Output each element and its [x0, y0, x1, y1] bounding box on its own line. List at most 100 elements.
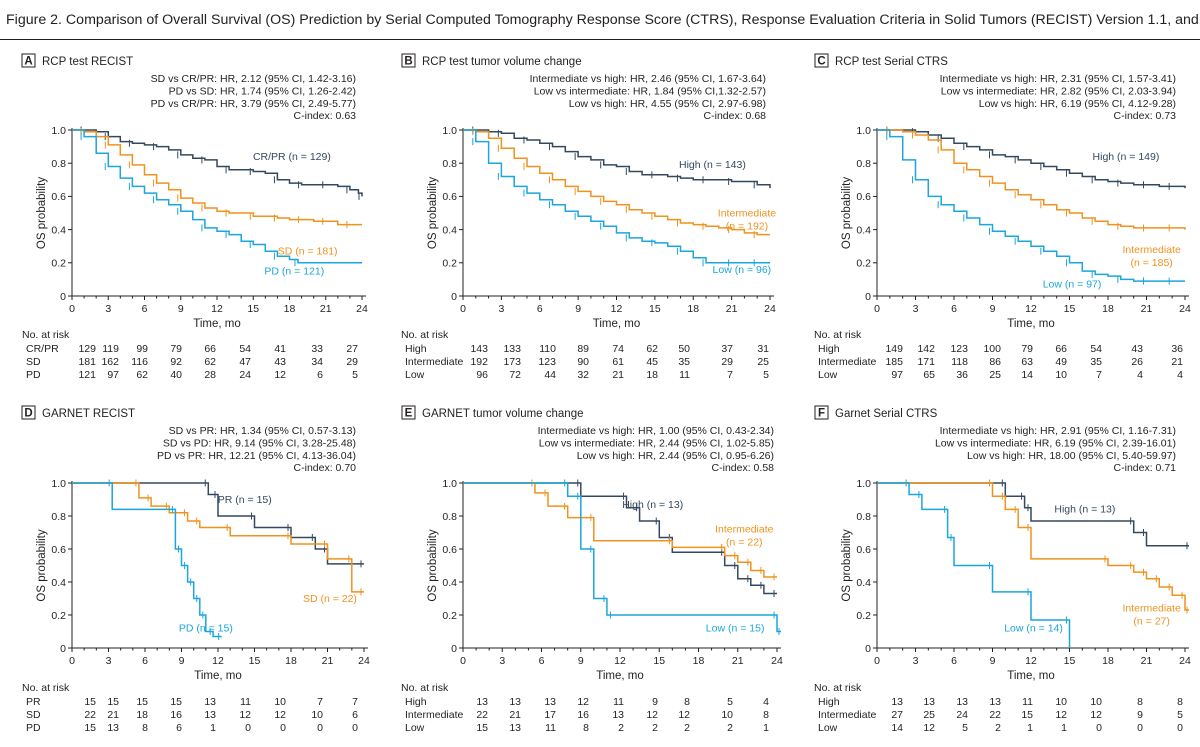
panel-b-y-label: OS probability — [427, 177, 439, 249]
panel-b-x-tick-label: 15 — [649, 303, 661, 315]
panel-f-curve-high — [877, 482, 1189, 547]
panel-f-risk-value: 13 — [891, 696, 903, 708]
panel-b-risk-value: 123 — [538, 356, 556, 368]
panel-a-risk-row-label: CR/PR — [26, 343, 59, 355]
panel-f-risk-value: 12 — [1090, 709, 1102, 721]
panel-e-x-tick-label: 0 — [460, 655, 466, 667]
panel-a-risk-value: 54 — [239, 343, 251, 355]
panel-e-risk-header: No. at risk — [401, 682, 449, 694]
panel-d-risk-value: 0 — [352, 722, 358, 734]
panel-d-x-tick-label: 21 — [322, 655, 334, 667]
panel-b-title: RCP test tumor volume change — [422, 56, 582, 68]
panel-a-risk-value: 5 — [352, 369, 358, 381]
panel-f-x-tick-label: 24 — [1179, 655, 1191, 667]
panel-a-risk-value: 28 — [204, 369, 216, 381]
panel-d-risk-value: 13 — [107, 722, 119, 734]
panel-a-x-tick-label: 15 — [247, 303, 259, 315]
panel-e-risk-value: 10 — [721, 709, 733, 721]
panel-e-risk-value: 2 — [652, 722, 658, 734]
panel-b-risk-value: 62 — [646, 343, 658, 355]
panel-e-x-tick-label: 9 — [578, 655, 584, 667]
panel-a-risk-value: 41 — [274, 343, 286, 355]
panel-b-risk-value: 143 — [470, 343, 488, 355]
panel-b-risk-value: 18 — [646, 369, 658, 381]
panel-c-risk-value: 142 — [917, 343, 935, 355]
panel-d-x-tick-label: 24 — [358, 655, 370, 667]
panel-e-risk-value: 13 — [544, 696, 556, 708]
panel-f-risk-value: 1 — [1061, 722, 1067, 734]
panel-a-risk-value: 62 — [136, 369, 148, 381]
panel-d-risk-value: 0 — [280, 722, 286, 734]
panel-f-risk-value: 22 — [989, 709, 1001, 721]
panel-f-curve-intermediate — [877, 482, 1189, 611]
panel-c-risk-value: 25 — [989, 369, 1001, 381]
panel-e-hr-line: Intermediate vs high: HR, 1.00 (95% CI, … — [538, 425, 774, 437]
panel-c-risk-value: 43 — [1131, 343, 1143, 355]
panel-b-risk-value: 11 — [679, 369, 690, 381]
panel-a-letter-box — [21, 53, 36, 68]
panel-e-risk-value: 5 — [727, 696, 733, 708]
panel-d-curve-label: PR (n = 15) — [218, 494, 272, 506]
panel-f-y-tick-label: 1.0 — [856, 478, 871, 490]
panel-a-hr-line: C-index: 0.63 — [294, 110, 357, 122]
panel-f-risk-header: No. at risk — [814, 682, 862, 694]
panel-f-x-tick-label: 3 — [913, 655, 919, 667]
panel-c-y-label: OS probability — [841, 177, 853, 249]
panel-a-letter: A — [24, 56, 32, 68]
panel-c-risk-value: 118 — [951, 356, 968, 368]
panel-f-x-label: Time, mo — [1007, 670, 1055, 682]
panel-c-hr-line: C-index: 0.73 — [1114, 110, 1177, 122]
panel-b-risk-value: 96 — [476, 369, 488, 381]
panel-a: A RCP test RECIST SD vs CR/PR: HR, 2.12 (9… — [21, 53, 368, 381]
panel-b-hr-line: Low vs high: HR, 4.55 (95% CI, 2.97-6.98… — [569, 98, 766, 110]
panel-a-risk-value: 43 — [274, 356, 286, 368]
panel-b-risk-value: 72 — [509, 369, 521, 381]
panel-c-x-tick-label: 24 — [1179, 303, 1191, 315]
panel-c-risk-row-label: Low — [818, 369, 838, 381]
panel-d-x-tick-label: 15 — [249, 655, 261, 667]
panel-e-risk-value: 17 — [544, 709, 556, 721]
panel-e-risk-row-label: Intermediate — [405, 709, 464, 721]
panel-a-y-tick-label: 0.8 — [51, 158, 66, 170]
panel-d: D GARNET RECIST SD vs PR: HR, 1.34 (95% CI… — [21, 405, 370, 734]
panel-a-curve-label: SD (n = 181) — [278, 246, 338, 258]
panel-c-risk-value: 10 — [1055, 369, 1067, 381]
panel-d-risk-header: No. at risk — [22, 682, 70, 694]
panel-f-x-tick-label: 15 — [1064, 655, 1076, 667]
panel-a-x-tick-label: 9 — [178, 303, 184, 315]
panel-b-letter-box — [401, 53, 416, 68]
panel-d-risk-value: 10 — [311, 709, 323, 721]
panel-a-risk-value: 99 — [136, 343, 148, 355]
panel-c-risk-value: 63 — [1021, 356, 1033, 368]
panel-f-hr-line: Low vs high: HR, 18.00 (95% CI, 5.40-59.… — [967, 450, 1176, 462]
panel-c-risk-value: 36 — [1171, 343, 1183, 355]
panel-c-x-tick-label: 6 — [951, 303, 957, 315]
panel-c-curve-label: High (n = 149) — [1093, 151, 1160, 163]
panel-f-x-tick-label: 0 — [874, 655, 880, 667]
panel-f-risk-value: 9 — [1137, 709, 1143, 721]
panel-c-x-label: Time, mo — [1007, 318, 1055, 330]
panel-d-y-tick-label: 0 — [60, 643, 66, 655]
panel-c-risk-value: 4 — [1137, 369, 1143, 381]
panel-e-curve-label: (n = 22) — [726, 537, 762, 549]
panel-f-curve-label: High (n = 13) — [1054, 504, 1115, 516]
panel-c-x-tick-label: 18 — [1102, 303, 1114, 315]
panel-a-risk-value: 92 — [170, 356, 182, 368]
panel-e-letter: E — [405, 408, 413, 420]
panel-b-risk-value: 37 — [721, 343, 733, 355]
panel-d-y-tick-label: 0.6 — [51, 544, 66, 556]
panel-c-curve-high — [877, 129, 1186, 189]
panel-a-risk-value: 24 — [239, 369, 251, 381]
panel-b-risk-value: 89 — [577, 343, 589, 355]
panel-b-x-tick-label: 9 — [575, 303, 581, 315]
panel-b-y-tick-label: 0.8 — [442, 158, 457, 170]
panel-e-risk-row-label: Low — [405, 722, 425, 734]
panel-f-x-tick-label: 18 — [1102, 655, 1114, 667]
panel-f-risk-value: 0 — [1137, 722, 1143, 734]
panel-f-risk-row-label: Intermediate — [818, 709, 877, 721]
panel-c-risk-value: 185 — [885, 356, 903, 368]
panel-d-risk-value: 6 — [176, 722, 182, 734]
panel-d-risk-row-label: PR — [26, 696, 41, 708]
panel-d-risk-value: 22 — [84, 709, 96, 721]
panel-b-curve-high — [463, 129, 771, 189]
